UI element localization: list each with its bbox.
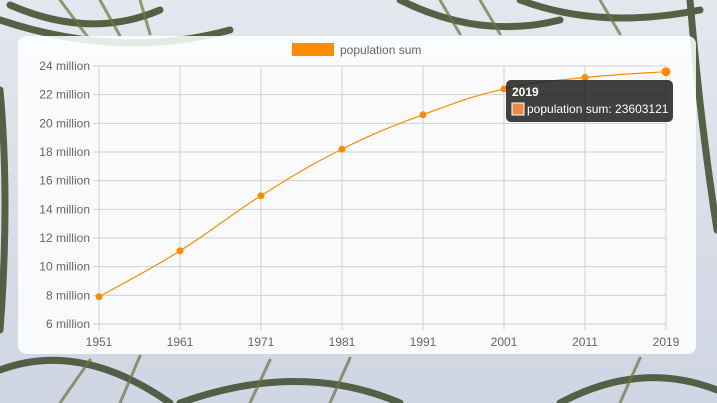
data-point[interactable] [661, 67, 671, 77]
orange-rectangle-icon [292, 43, 334, 56]
data-point[interactable] [338, 145, 346, 153]
tooltip-color-swatch-icon [511, 102, 525, 116]
data-point[interactable] [257, 192, 265, 200]
x-tick-label: 1991 [410, 335, 437, 349]
y-tick-label: 10 million [39, 260, 90, 274]
data-point[interactable] [95, 293, 103, 301]
y-axis-tick-labels: 6 million 8 million 10 million 12 million 14… [39, 59, 90, 331]
y-tick-label: 18 million [39, 145, 90, 159]
tooltip-body: population sum: 23603121 [527, 102, 669, 116]
data-point[interactable] [176, 247, 184, 255]
legend[interactable]: population sum [292, 43, 421, 57]
y-tick-label: 12 million [39, 231, 90, 245]
data-point[interactable] [581, 73, 589, 81]
x-tick-label: 1971 [248, 335, 275, 349]
chart-grid [93, 65, 667, 330]
tooltip-background [506, 80, 673, 122]
y-tick-label: 16 million [39, 174, 90, 188]
y-tick-label: 22 million [39, 88, 90, 102]
data-point[interactable] [500, 85, 508, 93]
tooltip: 2019 population sum: 23603121 [506, 80, 673, 122]
y-tick-label: 6 million [46, 317, 90, 331]
tooltip-title: 2019 [512, 85, 539, 99]
x-tick-label: 2019 [653, 335, 680, 349]
x-tick-label: 1981 [329, 335, 356, 349]
y-tick-label: 8 million [46, 288, 90, 302]
x-tick-label: 2001 [491, 335, 518, 349]
data-point[interactable] [419, 111, 427, 119]
x-tick-label: 1951 [86, 335, 113, 349]
y-tick-label: 20 million [39, 116, 90, 130]
x-axis-tick-labels: 1951 1961 1971 1981 1991 2001 2011 2019 [86, 335, 680, 349]
y-tick-label: 24 million [39, 59, 90, 73]
legend-label: population sum [340, 43, 421, 57]
x-tick-label: 2011 [572, 335, 598, 349]
x-tick-label: 1961 [167, 335, 194, 349]
y-tick-label: 14 million [39, 202, 90, 216]
series-line-population-sum [98, 71, 667, 298]
series-points [95, 67, 671, 301]
